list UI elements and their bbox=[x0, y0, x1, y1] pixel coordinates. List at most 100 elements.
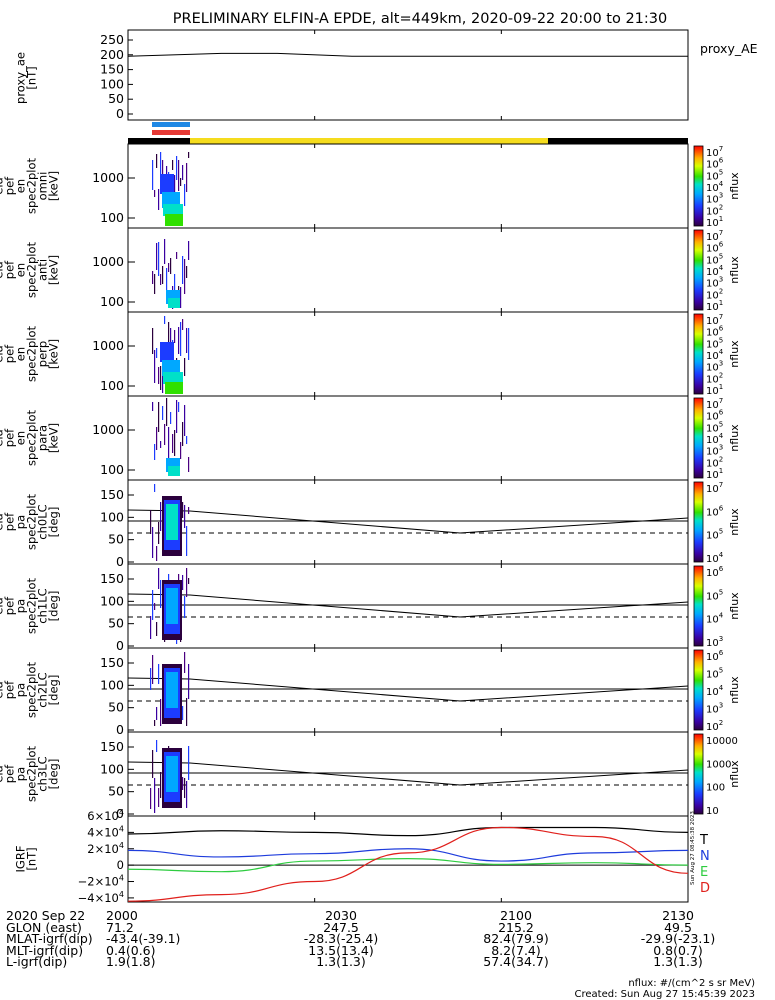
ephemeris-value: 2100 bbox=[500, 908, 532, 923]
ephemeris-value: 247.5 bbox=[323, 919, 359, 935]
ephemeris-value: 2000 bbox=[106, 908, 138, 923]
spectrogram-noise bbox=[162, 266, 164, 284]
energy-spectrogram-ylabel-line: pef bbox=[3, 344, 17, 363]
spectrogram-noise bbox=[152, 271, 154, 284]
spectrogram-noise bbox=[176, 252, 178, 259]
pa-noise bbox=[156, 622, 158, 636]
pitch-angle-colorbar-tick: 104 bbox=[706, 551, 724, 565]
pa-noise bbox=[186, 568, 188, 597]
energy-colorbar-label: nflux bbox=[728, 340, 741, 368]
igrf-series-E bbox=[127, 857, 689, 873]
energy-colorbar-label: nflux bbox=[728, 172, 741, 200]
pitch-angle-colorbar-label: nflux bbox=[728, 592, 741, 620]
energy-colorbar-tick: 101 bbox=[706, 467, 723, 481]
spectrogram-noise bbox=[188, 241, 190, 260]
energy-colorbar bbox=[693, 229, 704, 311]
ephemeris-value: 71.2 bbox=[106, 919, 134, 935]
spectrogram-noise bbox=[188, 328, 190, 360]
spectrogram-noise bbox=[164, 316, 166, 324]
pa-noise bbox=[184, 596, 186, 618]
spectrogram-noise bbox=[174, 175, 176, 192]
pa-noise bbox=[158, 568, 160, 589]
pitch-angle-ylabel-line: pef bbox=[3, 680, 17, 699]
ephemeris-row: MLAT-igrf(dip) -43.4(-39.1) -28.3(-25.4) 82… bbox=[6, 931, 715, 947]
pitch-angle-ylabel-line: ela bbox=[0, 681, 6, 698]
energy-spectrogram-ylabel-line: pef bbox=[3, 176, 17, 195]
ephemeris-table: 2020 Sep 22 2000 2030 2100 2130 GLON (east) 71… bbox=[6, 908, 715, 968]
pa-noise bbox=[156, 740, 158, 752]
pa-noise bbox=[182, 777, 184, 790]
ephemeris-value: 8.2(7.4) bbox=[491, 942, 541, 958]
proxy-ae-frame bbox=[127, 29, 689, 121]
pitch-angle-tick: 50 bbox=[108, 532, 124, 547]
spectrogram-noise bbox=[178, 327, 180, 354]
spectrogram-noise bbox=[164, 424, 166, 445]
pitch-angle-colorbar-tick: 10 bbox=[706, 806, 719, 817]
pitch-angle-colorbar-tick: 105 bbox=[706, 667, 723, 681]
energy-colorbar-tick: 103 bbox=[706, 276, 723, 290]
pitch-angle-tick: 150 bbox=[100, 487, 124, 502]
spectrogram-noise bbox=[156, 427, 158, 450]
spectrogram-noise bbox=[168, 263, 170, 272]
proxy-ae-line bbox=[127, 52, 688, 57]
pitch-angle-colorbar-tick: 107 bbox=[706, 481, 723, 495]
pa-noise bbox=[182, 706, 184, 720]
pitch-angle-ylabel-line: pa bbox=[14, 683, 28, 697]
pa-noise bbox=[186, 698, 188, 726]
pitch-angle-ylabel-line: spec2plot bbox=[25, 745, 39, 802]
pitch-angle-ylabel-line: spec2plot bbox=[25, 577, 39, 634]
pitch-angle-ylabel-line: [deg] bbox=[47, 507, 61, 538]
spectrogram-noise bbox=[178, 160, 180, 191]
ephemeris-label: 2020 Sep 22 bbox=[6, 908, 86, 923]
pa-noise bbox=[152, 527, 154, 558]
energy-spectrogram-ylabel-line: spec2plot bbox=[25, 241, 39, 298]
ephemeris-value: 0.4(0.6) bbox=[106, 942, 156, 958]
ephemeris-row: GLON (east) 71.2 247.5 215.2 49.5 bbox=[6, 919, 706, 935]
energy-spectrogram-ylabel-line: anti bbox=[36, 259, 50, 281]
ephemeris-label: MLAT-igrf(dip) bbox=[6, 931, 93, 947]
pitch-angle-colorbar bbox=[693, 481, 704, 563]
energy-spectrogram-ylabel-line: para bbox=[36, 425, 50, 451]
ephemeris-label: GLON (east) bbox=[6, 919, 82, 935]
energy-tick: 1000 bbox=[92, 422, 124, 437]
energy-colorbar-tick: 106 bbox=[706, 241, 724, 255]
spectrogram-noise bbox=[180, 178, 182, 186]
proxy-ae-ylabel-line: [nT] bbox=[25, 66, 39, 89]
igrf-legend-E: E bbox=[700, 865, 708, 880]
energy-spectrogram-ylabel-line: spec2plot bbox=[25, 409, 39, 466]
pitch-angle-colorbar-tick: 104 bbox=[706, 684, 724, 698]
energy-colorbar-tick: 104 bbox=[706, 348, 724, 362]
energy-colorbar bbox=[693, 145, 704, 227]
spectrogram-noise bbox=[174, 274, 176, 304]
spectrogram-noise bbox=[184, 184, 186, 206]
spectrogram-noise bbox=[154, 444, 156, 460]
spectrogram-noise bbox=[176, 400, 178, 433]
igrf-legend-D: D bbox=[700, 881, 710, 896]
pa-noise bbox=[150, 788, 152, 809]
igrf-series-T bbox=[127, 826, 689, 837]
energy-spectrogram-ylabel-line: [keV] bbox=[47, 255, 61, 285]
spectrogram-noise bbox=[168, 427, 170, 462]
ephemeris-value: 2030 bbox=[325, 908, 357, 923]
energy-colorbar-tick: 107 bbox=[706, 229, 723, 243]
energy-spectrogram-frame bbox=[127, 311, 689, 397]
pa-noise bbox=[184, 778, 186, 798]
spectrogram-cell bbox=[160, 342, 174, 362]
proxy-ae-tick: 0 bbox=[116, 106, 124, 121]
status-bar-black-left bbox=[128, 138, 190, 144]
pitch-angle-ylabel-line: pef bbox=[3, 512, 17, 531]
energy-spectrogram-ylabel-line: spec2plot bbox=[25, 157, 39, 214]
pitch-angle-tick: 50 bbox=[108, 784, 124, 799]
pitch-angle-frame bbox=[127, 479, 689, 565]
spectrogram-noise bbox=[178, 402, 180, 412]
pa-cell bbox=[166, 504, 178, 540]
pitch-angle-ylabel-line: pa bbox=[14, 767, 28, 781]
energy-colorbar-tick: 103 bbox=[706, 360, 723, 374]
ephemeris-value: -43.4(-39.1) bbox=[106, 931, 181, 947]
energy-colorbar-tick: 106 bbox=[706, 409, 724, 423]
pitch-angle-colorbar-tick: 102 bbox=[706, 719, 723, 733]
spectrogram-noise bbox=[182, 422, 184, 446]
pitch-angle-colorbar bbox=[693, 733, 704, 815]
spectrogram-cell bbox=[163, 204, 183, 216]
